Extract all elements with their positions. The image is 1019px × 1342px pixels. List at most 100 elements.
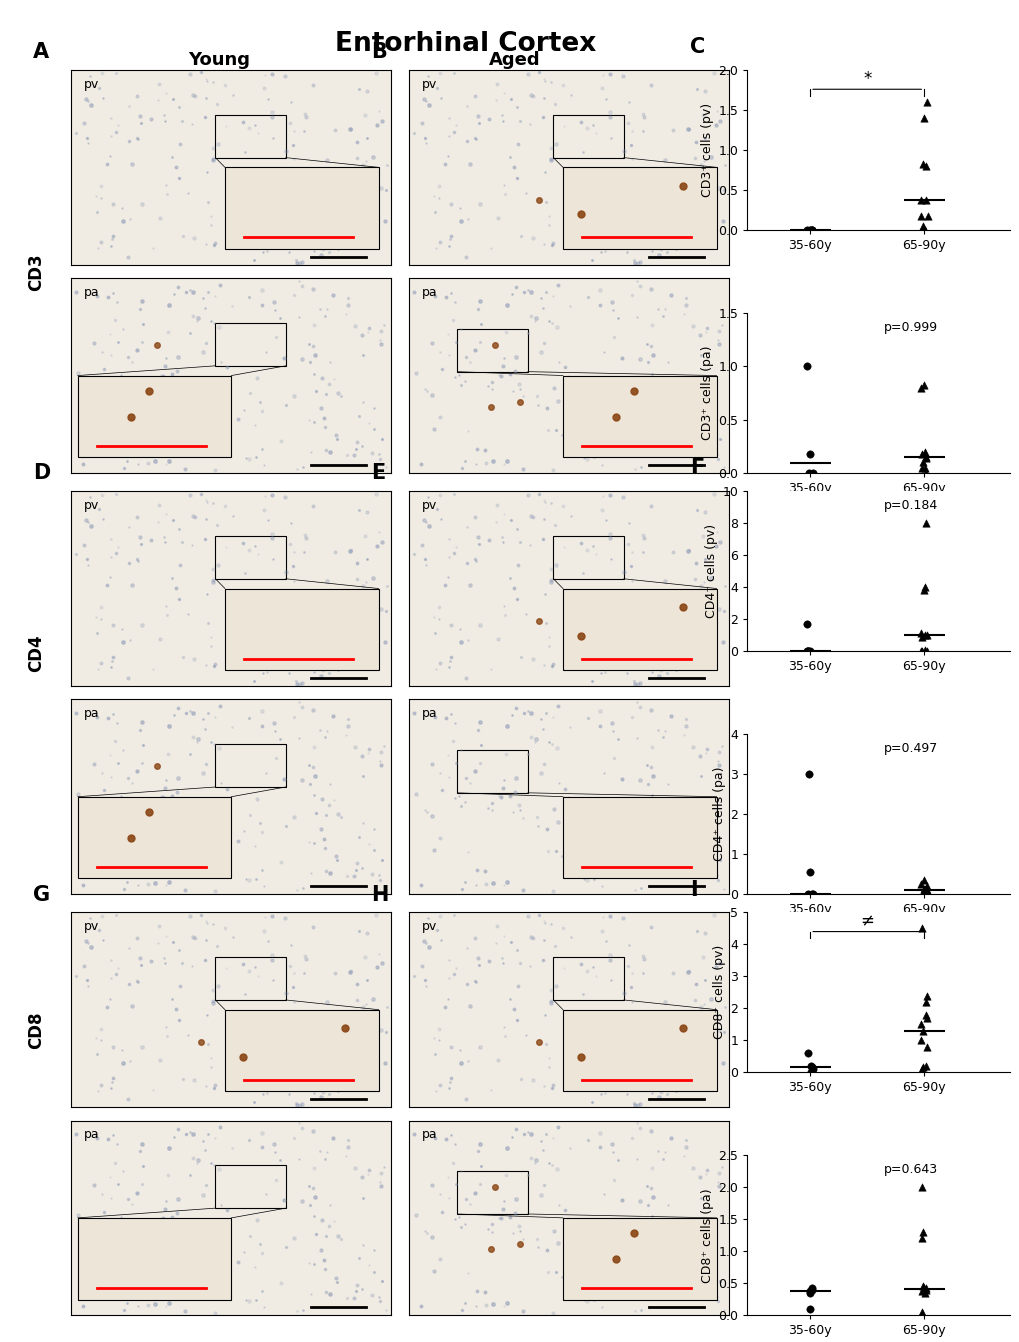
Text: pv: pv xyxy=(85,499,99,513)
Point xyxy=(799,640,815,662)
Point xyxy=(913,640,929,662)
Point xyxy=(912,377,928,399)
Point xyxy=(916,219,932,240)
Point xyxy=(914,153,930,174)
Point xyxy=(802,1062,818,1083)
Point xyxy=(802,1055,818,1076)
Point xyxy=(804,883,820,905)
Text: ≠: ≠ xyxy=(859,913,873,930)
Text: C: C xyxy=(689,38,704,58)
Point xyxy=(914,1062,930,1083)
Point xyxy=(918,91,934,113)
Text: pa: pa xyxy=(422,707,437,721)
Point xyxy=(916,1278,932,1299)
Point xyxy=(917,992,933,1013)
Point xyxy=(915,870,931,891)
Point xyxy=(800,764,816,785)
Text: pv: pv xyxy=(422,499,437,513)
Point xyxy=(800,883,816,905)
Text: pa: pa xyxy=(85,1129,100,1141)
Point xyxy=(914,1221,930,1243)
Point xyxy=(916,1004,932,1025)
Point xyxy=(914,883,930,905)
Point xyxy=(914,1056,930,1078)
Text: CD3: CD3 xyxy=(26,254,45,291)
Point xyxy=(801,1298,817,1319)
Y-axis label: CD4⁺ cells (pv): CD4⁺ cells (pv) xyxy=(705,525,717,619)
Point xyxy=(915,640,931,662)
Point xyxy=(801,1280,817,1302)
Point xyxy=(799,640,815,662)
Point xyxy=(801,219,817,240)
Point xyxy=(913,1059,929,1080)
Point xyxy=(801,443,817,464)
Point xyxy=(913,456,929,478)
Text: pa: pa xyxy=(85,286,100,299)
Point xyxy=(916,577,932,599)
Point xyxy=(803,1279,819,1300)
Point xyxy=(913,918,929,939)
Point xyxy=(913,625,929,647)
Point xyxy=(912,205,928,227)
Point xyxy=(918,882,934,903)
Text: CD4: CD4 xyxy=(26,635,45,672)
Point xyxy=(798,219,814,240)
Point xyxy=(913,1177,929,1198)
Text: pv: pv xyxy=(422,921,437,933)
Point xyxy=(799,356,815,377)
Y-axis label: CD3⁺ cells (pv): CD3⁺ cells (pv) xyxy=(700,103,713,197)
Point xyxy=(913,883,929,905)
Point xyxy=(912,1013,928,1035)
Point xyxy=(801,640,817,662)
Point xyxy=(913,1304,929,1326)
Point xyxy=(799,640,815,662)
Point xyxy=(912,874,928,895)
Point xyxy=(914,1020,930,1041)
Text: *: * xyxy=(862,70,870,87)
Point xyxy=(912,189,928,211)
Point xyxy=(803,1056,819,1078)
Point xyxy=(912,623,928,644)
Point xyxy=(804,883,820,905)
Point xyxy=(912,640,928,662)
Point xyxy=(917,878,933,899)
Text: G: G xyxy=(33,884,50,905)
Point xyxy=(916,440,932,462)
Text: I: I xyxy=(689,879,697,899)
Point xyxy=(918,1036,934,1057)
Y-axis label: CD3⁺ cells (pa): CD3⁺ cells (pa) xyxy=(700,346,713,440)
Text: Entorhinal Cortex: Entorhinal Cortex xyxy=(334,31,595,58)
Point xyxy=(803,219,819,240)
Text: H: H xyxy=(371,884,388,905)
Point xyxy=(918,880,934,902)
Point xyxy=(913,443,929,464)
Point xyxy=(914,451,930,472)
Point xyxy=(917,1279,933,1300)
Point xyxy=(918,624,934,646)
Point xyxy=(915,374,931,396)
Point xyxy=(801,462,817,483)
Point xyxy=(912,1302,928,1323)
Point xyxy=(803,219,819,240)
Point xyxy=(804,462,820,483)
Point xyxy=(913,1280,929,1302)
Point xyxy=(918,205,934,227)
Point xyxy=(916,1282,932,1303)
Point xyxy=(912,1029,928,1051)
Point xyxy=(802,1282,818,1303)
Y-axis label: CD8⁺ cells (pv): CD8⁺ cells (pv) xyxy=(712,945,726,1040)
Point xyxy=(915,580,931,601)
Text: p=0.643: p=0.643 xyxy=(883,1164,937,1177)
Text: E: E xyxy=(371,463,385,483)
Point xyxy=(802,219,818,240)
Point xyxy=(804,1059,820,1080)
Point xyxy=(917,875,933,896)
Point xyxy=(918,985,934,1006)
Point xyxy=(917,879,933,900)
Point xyxy=(917,156,933,177)
Point xyxy=(918,1006,934,1028)
Point xyxy=(917,447,933,468)
Y-axis label: CD4⁺ cells (pa): CD4⁺ cells (pa) xyxy=(712,766,726,862)
Text: pv: pv xyxy=(422,78,437,91)
Text: pv: pv xyxy=(85,921,99,933)
